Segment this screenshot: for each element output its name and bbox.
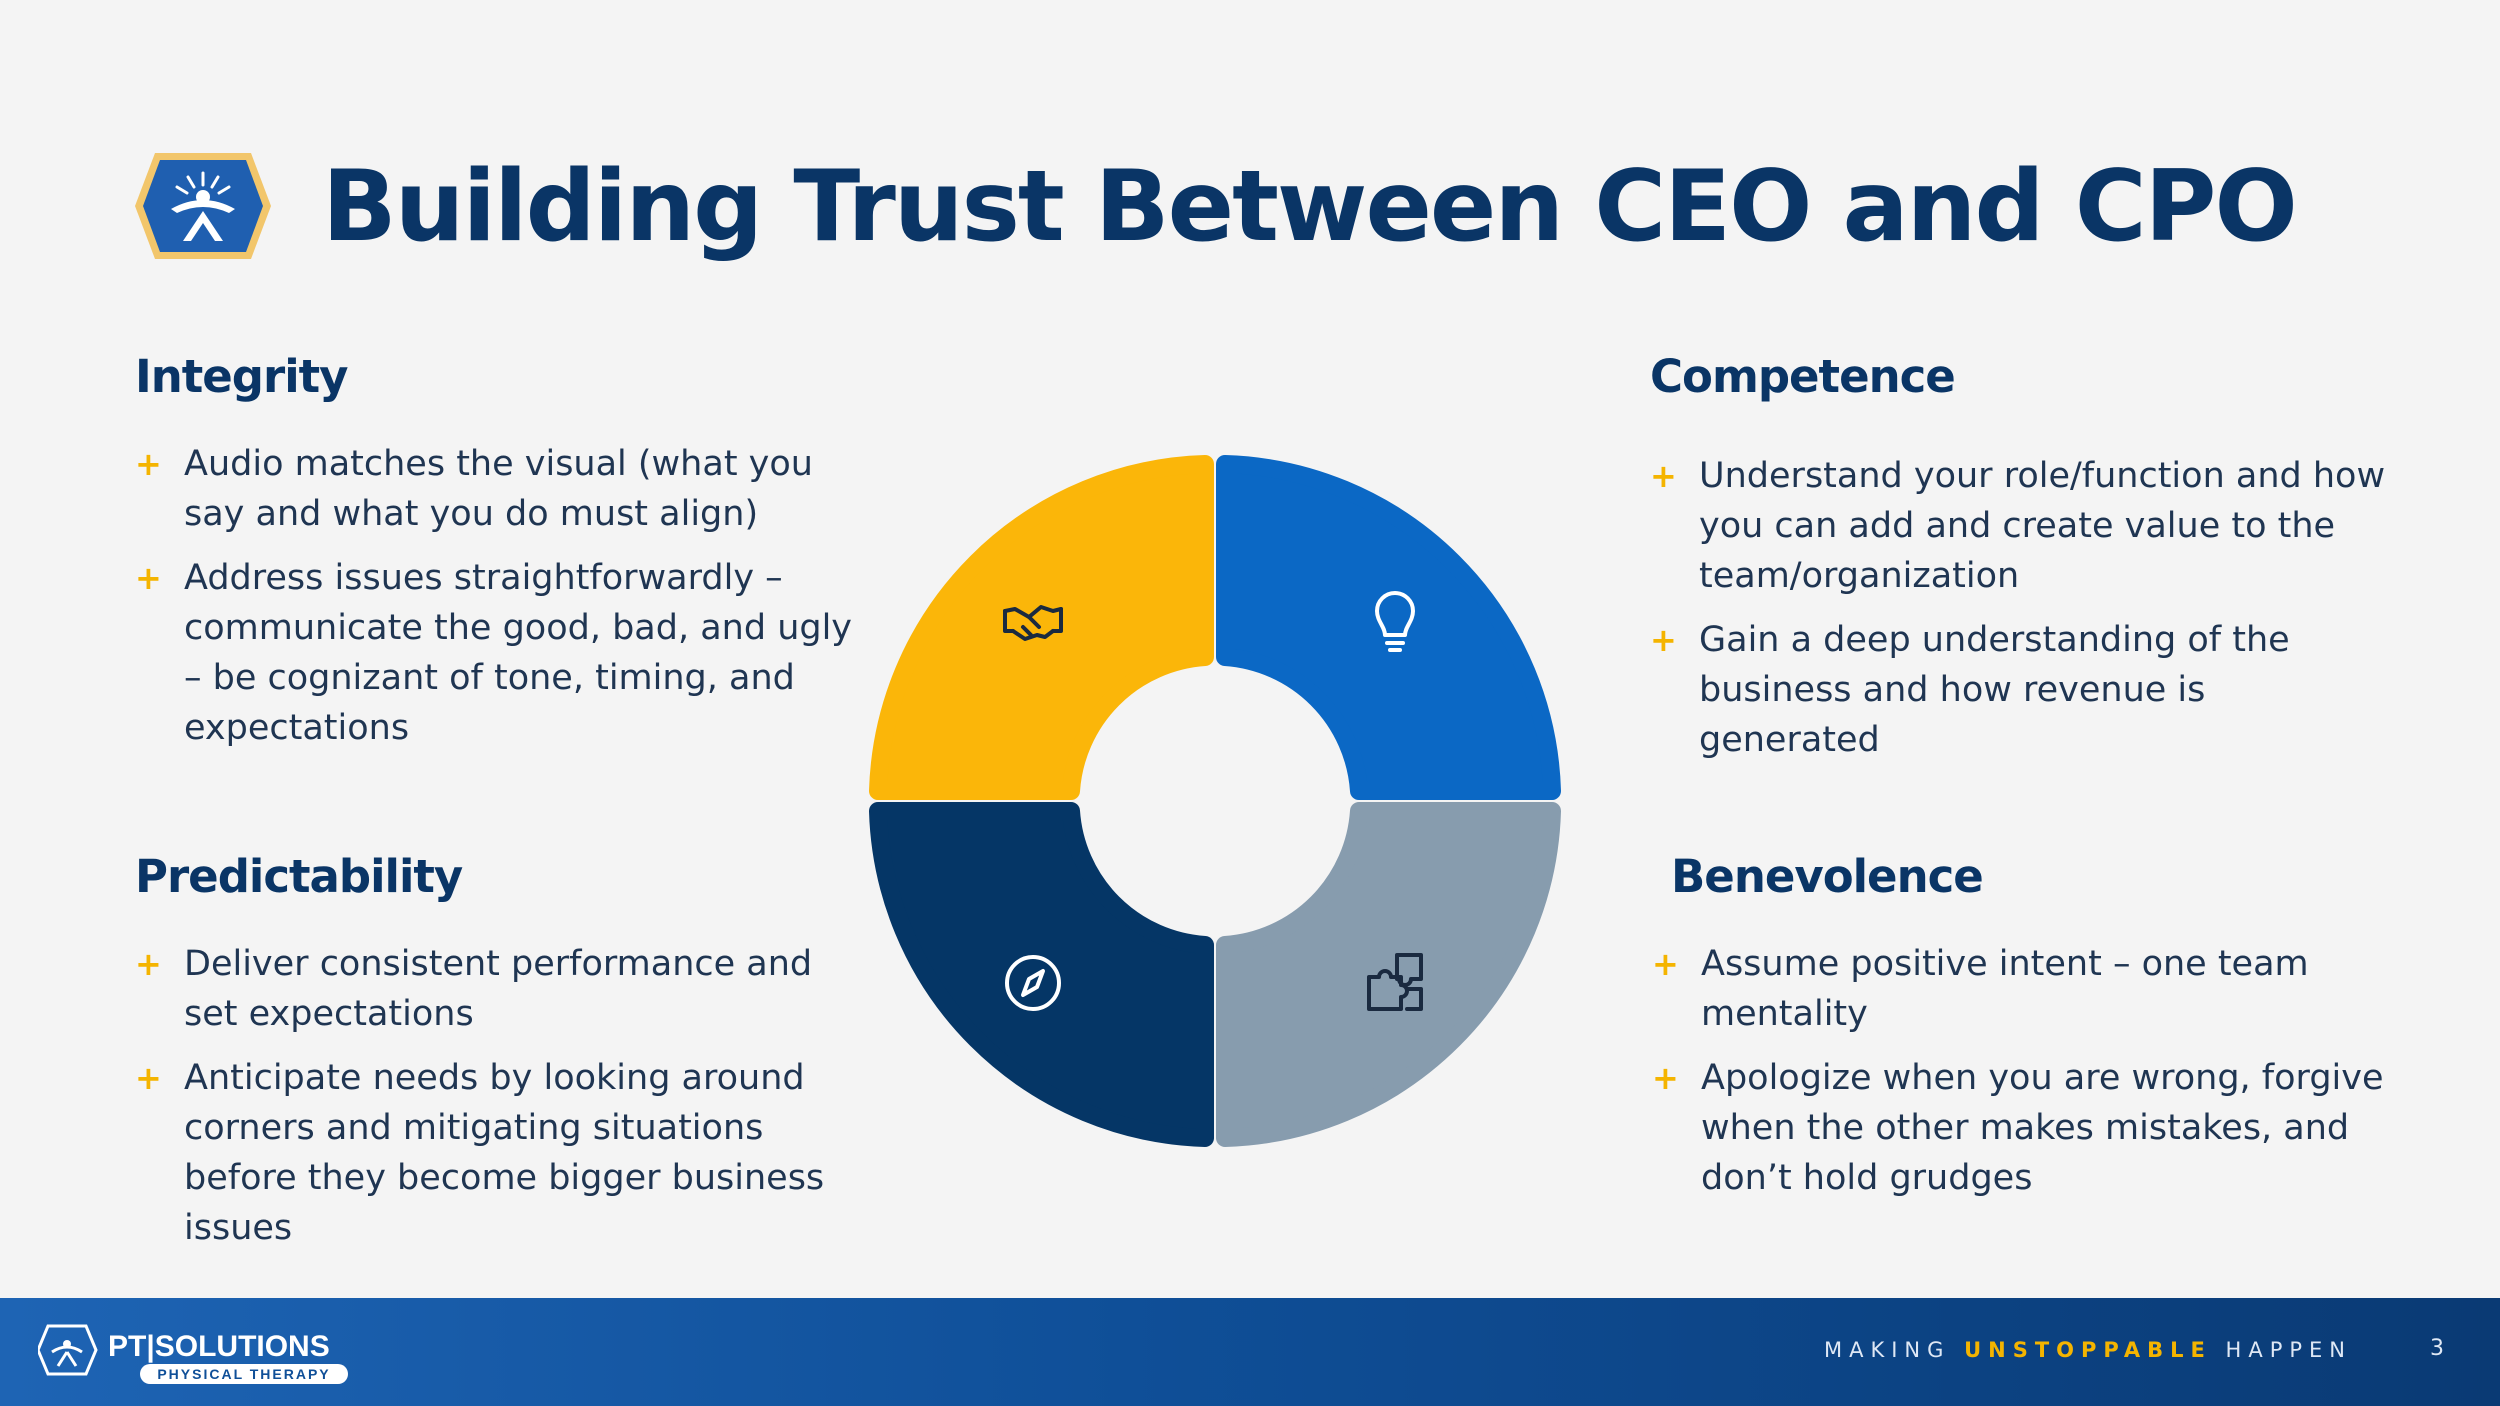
benevolence-heading: Benevolence [1671,850,1984,903]
integrity-section: Integrity + Audio matches the visual (wha… [135,349,855,767]
tagline: MAKING UNSTOPPABLE HAPPEN [1823,1338,2352,1362]
pt-solutions-logo-icon [135,153,271,259]
list-item: + Understand your role/function and how y… [1650,451,2390,601]
plus-bullet-icon: + [135,1059,162,1097]
handshake-icon [1003,605,1063,641]
list-item: + Audio matches the visual (what you say … [135,439,855,539]
puzzle-icon [1367,953,1423,1011]
list-item: + Anticipate needs by looking around corn… [135,1053,855,1253]
compass-icon [1005,955,1061,1011]
plus-bullet-icon: + [1650,457,1677,495]
list-item: + Assume positive intent – one team menta… [1652,939,2392,1039]
pt-solutions-brand-logo: PT|SOLUTIONS PHYSICAL THERAPY [38,1324,348,1384]
plus-bullet-icon: + [135,445,162,483]
footer-bar: PT|SOLUTIONS PHYSICAL THERAPY MAKING UNS… [0,1298,2500,1406]
trust-wheel-diagram [869,455,1561,1147]
list-item: + Address issues straightforwardly – comm… [135,553,855,753]
competence-heading: Competence [1650,350,1956,403]
plus-bullet-icon: + [1652,945,1679,983]
list-item: + Gain a deep understanding of the busine… [1650,615,2390,765]
list-item: + Apologize when you are wrong, forgive w… [1652,1053,2392,1203]
integrity-quadrant [869,455,1214,800]
brand-subtitle: PHYSICAL THERAPY [157,1366,330,1382]
integrity-bullet-list: + Audio matches the visual (what you say … [135,439,855,753]
predictability-section: Predictability + Deliver consistent perfo… [135,849,855,1267]
competence-section: Competence + Understand your role/functio… [1650,349,2390,779]
plus-bullet-icon: + [135,945,162,983]
page-number: 3 [2430,1336,2444,1361]
predictability-heading: Predictability [135,850,463,903]
list-item: + Deliver consistent performance and set … [135,939,855,1039]
tagline-accent: UNSTOPPABLE [1964,1338,2212,1362]
competence-quadrant [1216,455,1561,800]
predictability-bullet-list: + Deliver consistent performance and set … [135,939,855,1253]
integrity-heading: Integrity [135,350,348,403]
slide-title: Building Trust Between CEO and CPO [322,150,2298,264]
plus-bullet-icon: + [135,559,162,597]
competence-bullet-list: + Understand your role/function and how y… [1650,451,2390,765]
brand-name: PT|SOLUTIONS [108,1330,330,1363]
plus-bullet-icon: + [1652,1059,1679,1097]
lightbulb-icon [1375,591,1415,652]
benevolence-section: Benevolence + Assume positive intent – on… [1652,849,2392,1217]
plus-bullet-icon: + [1650,621,1677,659]
benevolence-bullet-list: + Assume positive intent – one team menta… [1652,939,2392,1203]
